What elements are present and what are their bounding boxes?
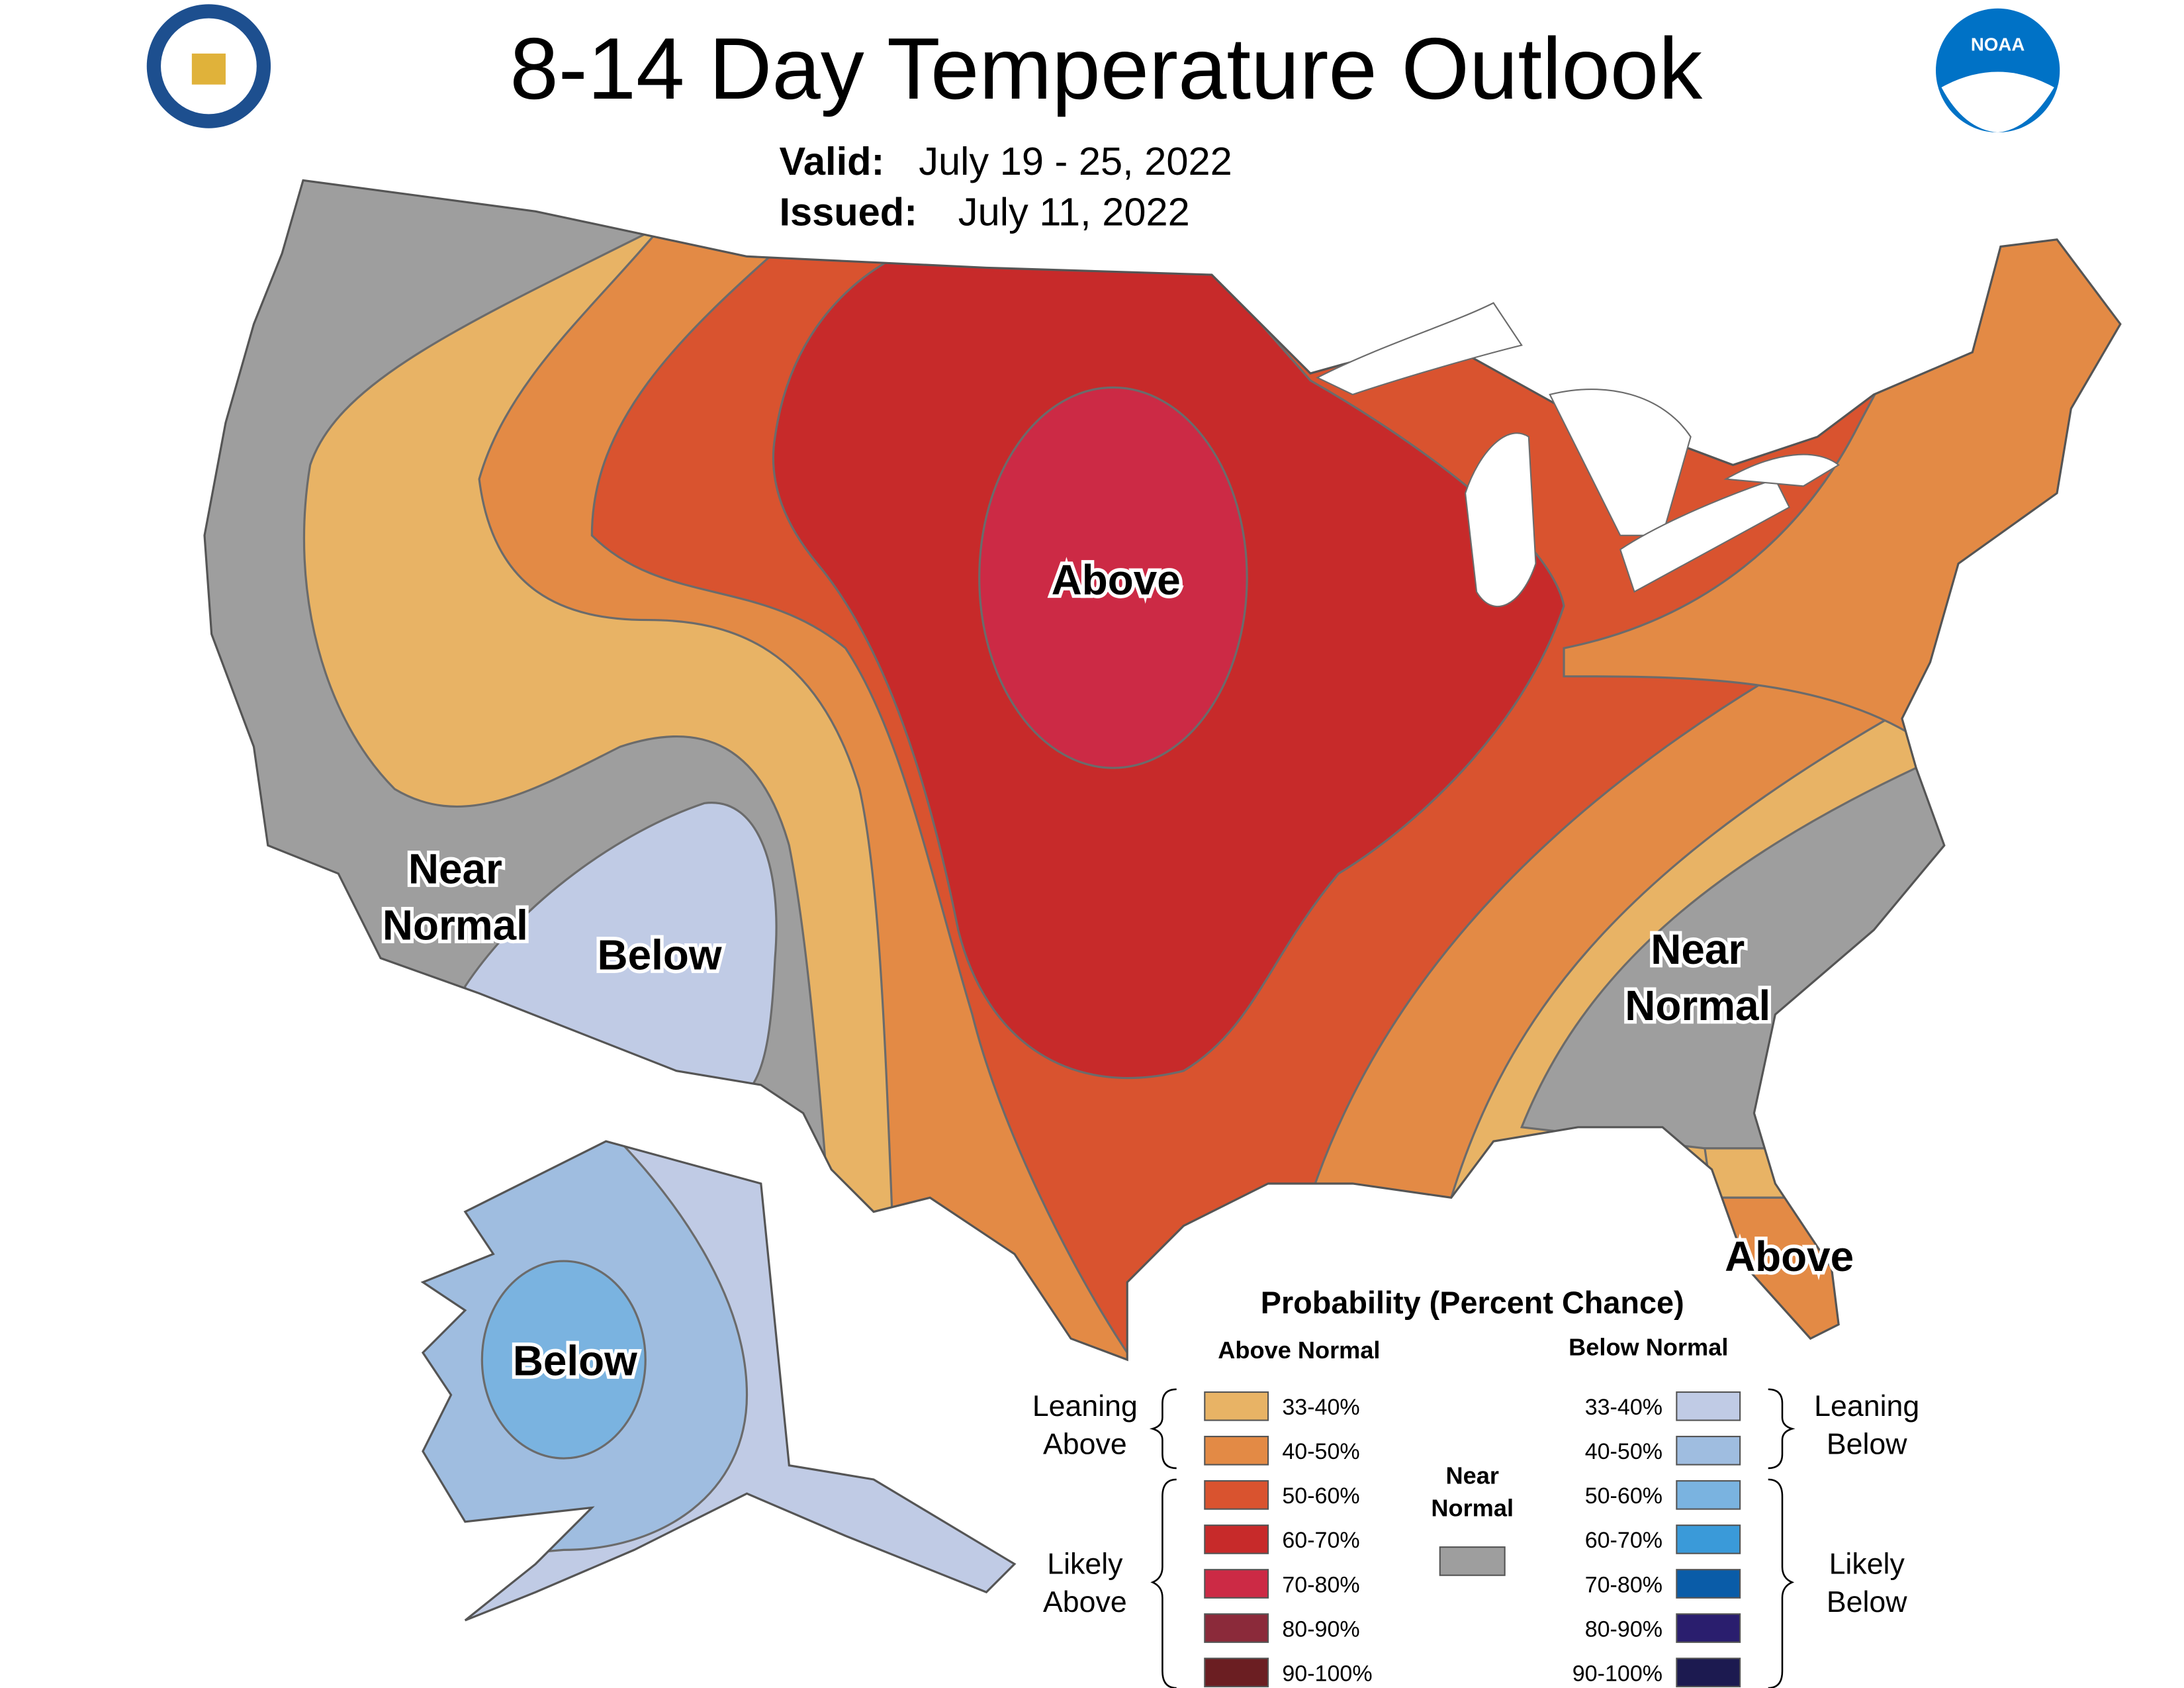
map-label: Below	[513, 1336, 637, 1384]
below-header: Below Normal	[1569, 1334, 1728, 1361]
conus-outline	[203, 179, 2122, 1362]
bracket-label: Leaning	[1032, 1390, 1138, 1423]
legend-label: 90-100%	[1282, 1661, 1372, 1686]
alaska-outline	[420, 1140, 1017, 1622]
conus-map	[205, 180, 2120, 1360]
legend-swatch	[1204, 1569, 1269, 1599]
bracket-label: Likely	[1829, 1548, 1905, 1581]
bracket	[1150, 1478, 1177, 1688]
legend-swatch	[1204, 1613, 1269, 1643]
legend: Probability (Percent Chance) Above Norma…	[1032, 1286, 1919, 1688]
legend-swatch	[1676, 1569, 1741, 1599]
legend-swatch	[1676, 1524, 1741, 1554]
map-label: Below	[598, 931, 722, 978]
bracket-label: Below	[1827, 1429, 1907, 1461]
legend-swatch	[1204, 1524, 1269, 1554]
legend-label: 80-90%	[1585, 1617, 1662, 1642]
bracket-label: Leaning	[1814, 1390, 1919, 1423]
legend-near-label: Normal	[1431, 1494, 1514, 1521]
legend-label: 50-60%	[1585, 1483, 1662, 1509]
legend-label: 33-40%	[1282, 1395, 1359, 1420]
map-label: Above	[1052, 556, 1181, 604]
map-label: Above	[1725, 1233, 1854, 1280]
map-label: Normal	[383, 902, 528, 949]
legend-swatch	[1676, 1480, 1741, 1510]
ak-below-50-area	[480, 1260, 647, 1460]
commerce-seal	[146, 4, 271, 128]
bracket-label: Above	[1043, 1429, 1127, 1461]
bracket-label: Below	[1827, 1586, 1907, 1618]
legend-label: 80-90%	[1282, 1617, 1359, 1642]
legend-swatch	[1204, 1435, 1269, 1466]
legend-swatch	[1439, 1546, 1506, 1576]
legend-label: 60-70%	[1585, 1528, 1662, 1553]
logo-text: NOAA	[1971, 34, 2025, 55]
legend-label: 90-100%	[1572, 1661, 1662, 1686]
legend-swatch	[1676, 1391, 1741, 1421]
bracket-label: Likely	[1047, 1548, 1123, 1581]
bracket	[1149, 1388, 1177, 1470]
bracket-label: Above	[1043, 1586, 1127, 1618]
legend-label: 50-60%	[1282, 1483, 1359, 1509]
great-lakes	[1316, 302, 1840, 608]
legend-label: 40-50%	[1585, 1439, 1662, 1464]
valid-dates: July 19 - 25, 2022	[919, 139, 1232, 183]
issued-date: July 11, 2022	[958, 190, 1190, 234]
legend-label: 33-40%	[1585, 1395, 1662, 1420]
above-header: Above Normal	[1218, 1336, 1380, 1364]
title: 8-14 Day Temperature Outlook	[510, 20, 1703, 117]
fl-leaning-above-area	[1704, 1147, 2120, 1199]
legend-near-label: Near	[1445, 1462, 1498, 1489]
legend-swatch	[1204, 1391, 1269, 1421]
legend-label: 70-80%	[1585, 1572, 1662, 1597]
map-label: Near	[1651, 925, 1745, 973]
map-label: Near	[408, 845, 502, 893]
map-label: Normal	[1625, 982, 1770, 1029]
legend-swatch	[1204, 1658, 1269, 1687]
legend-swatch	[1676, 1435, 1741, 1466]
map-labels: Above Near Normal Below Near Normal Above Below	[379, 553, 1858, 1388]
legend-swatch	[1676, 1658, 1741, 1687]
legend-title: Probability (Percent Chance)	[1261, 1286, 1684, 1320]
legend-swatch	[1676, 1613, 1741, 1643]
noaa-logo: NOAA	[1936, 8, 2060, 133]
legend-label: 40-50%	[1282, 1439, 1359, 1464]
legend-label: 70-80%	[1282, 1572, 1359, 1597]
fl-above-40-area	[1710, 1196, 2120, 1360]
bracket	[1768, 1478, 1795, 1688]
issued-label: Issued:	[779, 190, 917, 234]
valid-label: Valid:	[779, 139, 884, 183]
above-70-area	[978, 386, 1248, 769]
legend-label: 60-70%	[1282, 1528, 1359, 1553]
bracket	[1768, 1388, 1796, 1470]
legend-swatch	[1204, 1480, 1269, 1510]
